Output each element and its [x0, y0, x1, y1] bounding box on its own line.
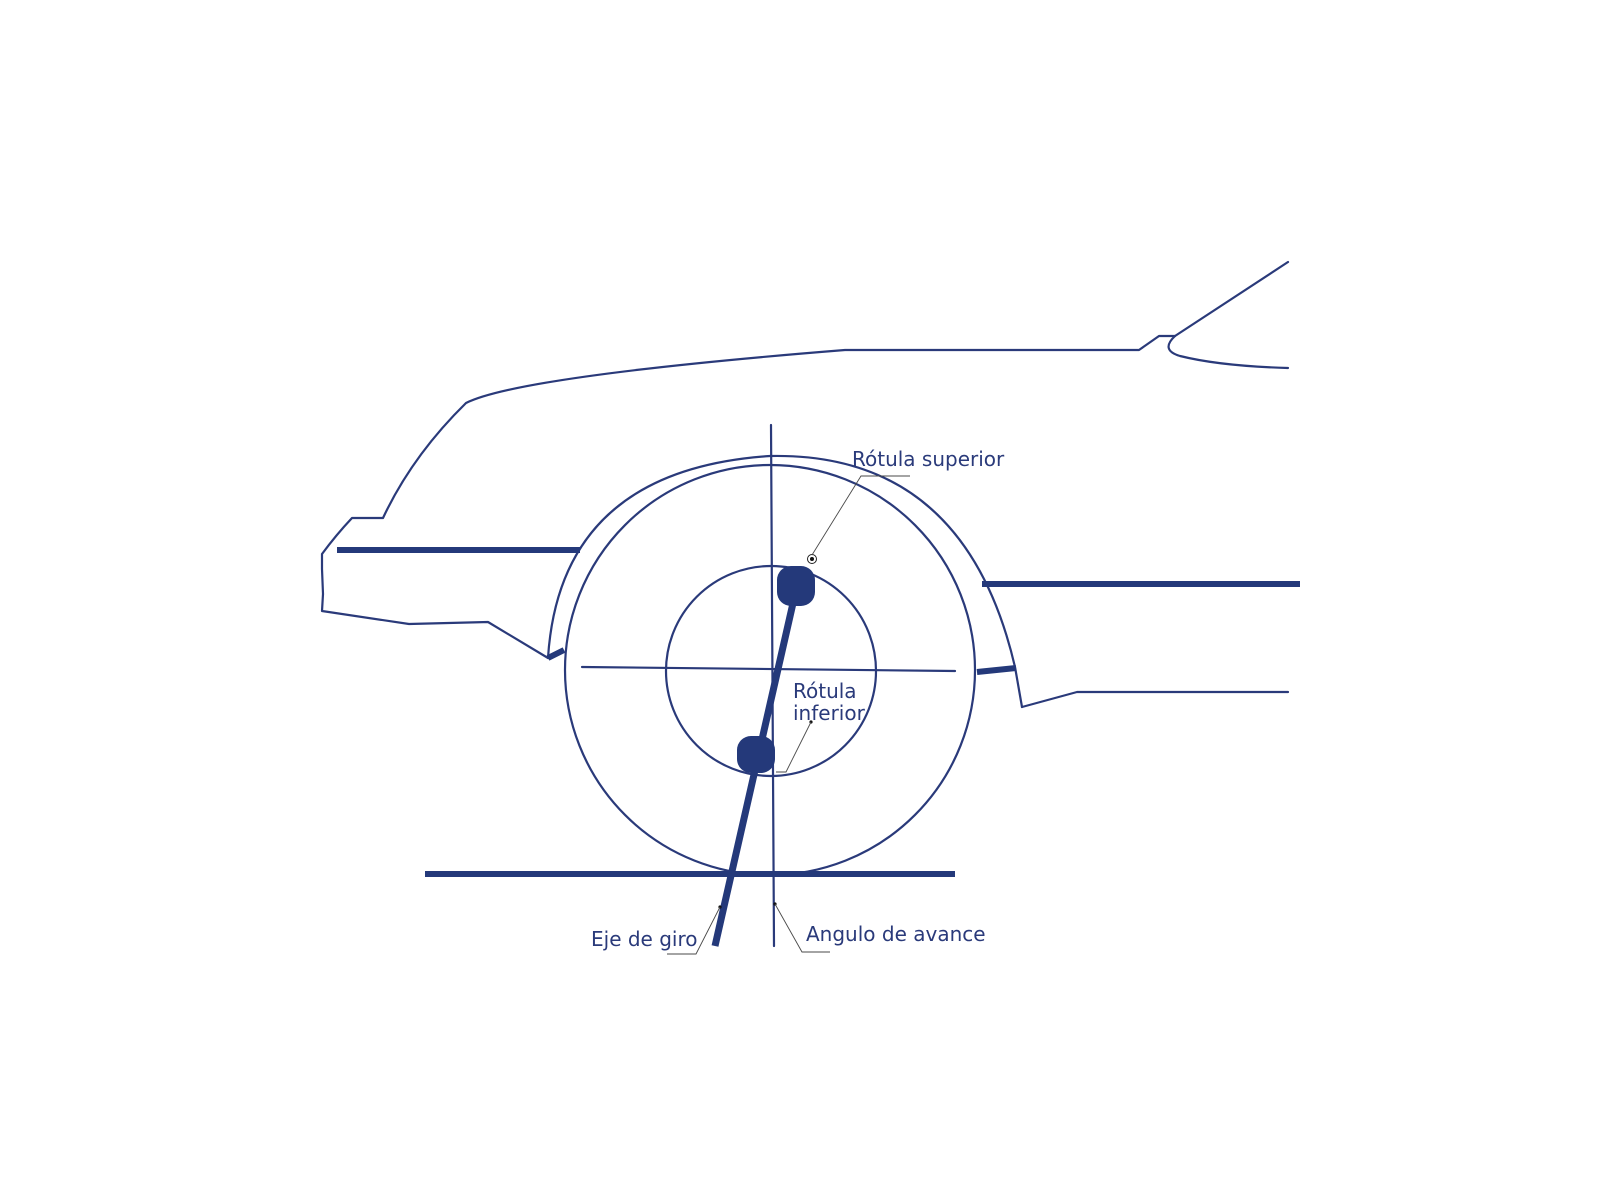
- lower-ball-joint: [737, 736, 775, 773]
- arch-trim-left: [546, 647, 566, 661]
- lower-ball-joint-label-line2: inferior: [793, 701, 866, 725]
- lower-joint-leader: [776, 721, 812, 773]
- arch-trim-right: [976, 665, 1017, 675]
- upper-ball-joint-label: Rótula superior: [852, 447, 1005, 471]
- steering-axis-leader: [667, 906, 721, 955]
- steering-axis-label: Eje de giro: [591, 927, 697, 951]
- wheel-horizontal-axis: [580, 665, 957, 673]
- rear-body-lower: [1020, 690, 1290, 709]
- caster-angle-leader: [774, 903, 830, 953]
- annotation-leaders: [667, 475, 910, 955]
- windshield-base: [1173, 260, 1290, 338]
- upper-ball-joint: [777, 566, 815, 606]
- caster-angle-label: Angulo de avance: [806, 922, 986, 946]
- car-body-outline: [320, 260, 1290, 709]
- car-front-silhouette: [320, 334, 1177, 660]
- windshield-curve: [1167, 334, 1290, 370]
- upper-joint-leader: [811, 475, 910, 556]
- lower-ball-joint-label-line1: Rótula: [793, 679, 857, 703]
